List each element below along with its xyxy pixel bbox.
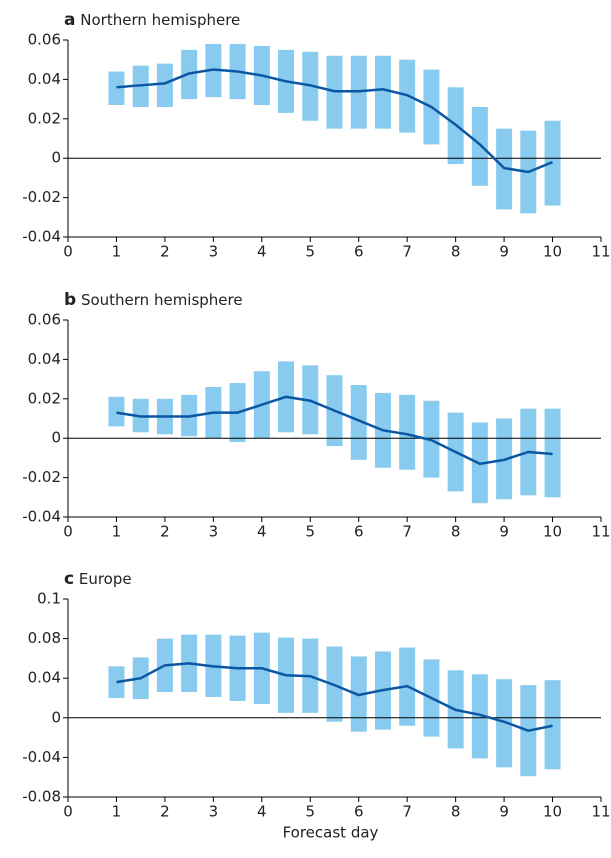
y-tick-label: 0.02 bbox=[28, 109, 61, 127]
y-tick-label: 0 bbox=[51, 708, 61, 726]
panel-title: c Europe bbox=[64, 569, 132, 589]
x-tick-label: 2 bbox=[160, 803, 170, 821]
y-tick-label: 0.04 bbox=[28, 669, 61, 687]
error-bar bbox=[108, 396, 125, 427]
y-tick-label: 0.04 bbox=[28, 70, 61, 88]
error-bar bbox=[156, 63, 173, 107]
panel-title-text: Southern hemisphere bbox=[81, 291, 243, 309]
panel-label: a bbox=[64, 10, 75, 30]
x-tick-label: 4 bbox=[257, 803, 267, 821]
error-bar bbox=[374, 55, 391, 129]
x-tick-label: 3 bbox=[209, 803, 219, 821]
y-tick-label: -0.02 bbox=[22, 188, 61, 206]
x-tick-label: 2 bbox=[160, 243, 170, 261]
x-tick-label: 9 bbox=[499, 803, 509, 821]
y-tick-label: 0 bbox=[51, 149, 61, 167]
error-bar bbox=[471, 674, 488, 759]
x-tick-label: 9 bbox=[499, 243, 509, 261]
y-tick-label: 0.08 bbox=[28, 629, 61, 647]
y-tick-label: -0.04 bbox=[22, 748, 61, 766]
y-tick-label: -0.08 bbox=[22, 788, 61, 806]
panel-title: b Southern hemisphere bbox=[64, 290, 243, 310]
panel-label: b bbox=[64, 290, 76, 310]
x-tick-label: 8 bbox=[451, 243, 461, 261]
error-bar bbox=[350, 385, 367, 460]
y-tick-label: -0.04 bbox=[22, 228, 61, 246]
y-tick-label: 0.04 bbox=[28, 350, 61, 368]
mean-line bbox=[116, 395, 553, 466]
panel: c Europe -0.08 -0.04 0 0.04 0.08 0.1 0 1 2 3 4 5 6 7 8 9… bbox=[22, 569, 610, 842]
x-tick-label: 10 bbox=[543, 523, 562, 541]
y-tick-label: 0.02 bbox=[28, 389, 61, 407]
error-bar bbox=[108, 666, 125, 698]
panel: b Southern hemisphere -0.04 -0.02 0 0.02 0.04… bbox=[22, 290, 610, 541]
x-tick-label: 5 bbox=[305, 243, 315, 261]
panel-title-text: Northern hemisphere bbox=[80, 11, 240, 29]
x-tick-label: 1 bbox=[112, 523, 122, 541]
x-tick-label: 11 bbox=[591, 803, 610, 821]
mean-line bbox=[116, 662, 553, 732]
x-tick-label: 8 bbox=[451, 523, 461, 541]
y-tick-label: 0 bbox=[51, 429, 61, 447]
x-tick-label: 5 bbox=[305, 803, 315, 821]
x-tick-label: 11 bbox=[591, 523, 610, 541]
y-tick-label: 0.06 bbox=[28, 311, 61, 329]
x-tick-label: 6 bbox=[354, 243, 364, 261]
x-tick-label: 0 bbox=[63, 803, 73, 821]
error-bar bbox=[108, 71, 125, 106]
x-tick-label: 5 bbox=[305, 523, 315, 541]
x-tick-label: 10 bbox=[543, 803, 562, 821]
x-tick-label: 2 bbox=[160, 523, 170, 541]
x-tick-label: 6 bbox=[354, 523, 364, 541]
x-tick-label: 3 bbox=[209, 243, 219, 261]
y-tick-label: 0.1 bbox=[37, 590, 61, 608]
error-bar bbox=[496, 679, 513, 768]
panel-label: c bbox=[64, 569, 74, 589]
x-tick-label: 4 bbox=[257, 243, 267, 261]
error-bar bbox=[399, 394, 416, 470]
x-tick-label: 3 bbox=[209, 523, 219, 541]
error-bar bbox=[544, 680, 561, 770]
x-tick-label: 0 bbox=[63, 243, 73, 261]
x-tick-label: 11 bbox=[591, 243, 610, 261]
panel-title-text: Europe bbox=[79, 570, 132, 588]
x-tick-label: 7 bbox=[402, 803, 412, 821]
x-axis-label: Forecast day bbox=[283, 824, 379, 842]
x-tick-label: 7 bbox=[402, 523, 412, 541]
x-tick-label: 9 bbox=[499, 523, 509, 541]
panel-title: a Northern hemisphere bbox=[64, 10, 240, 30]
error-bar bbox=[471, 106, 488, 186]
x-tick-label: 1 bbox=[112, 803, 122, 821]
panel: a Northern hemisphere -0.04 -0.02 0 0.02 0.04… bbox=[22, 10, 610, 261]
y-tick-label: -0.02 bbox=[22, 468, 61, 486]
y-tick-label: -0.04 bbox=[22, 508, 61, 526]
x-tick-label: 10 bbox=[543, 243, 562, 261]
x-tick-label: 4 bbox=[257, 523, 267, 541]
x-tick-label: 0 bbox=[63, 523, 73, 541]
x-tick-label: 7 bbox=[402, 243, 412, 261]
y-tick-label: 0.06 bbox=[28, 31, 61, 49]
mean-line bbox=[116, 68, 554, 174]
x-tick-label: 1 bbox=[112, 243, 122, 261]
x-tick-label: 8 bbox=[451, 803, 461, 821]
x-tick-label: 6 bbox=[354, 803, 364, 821]
